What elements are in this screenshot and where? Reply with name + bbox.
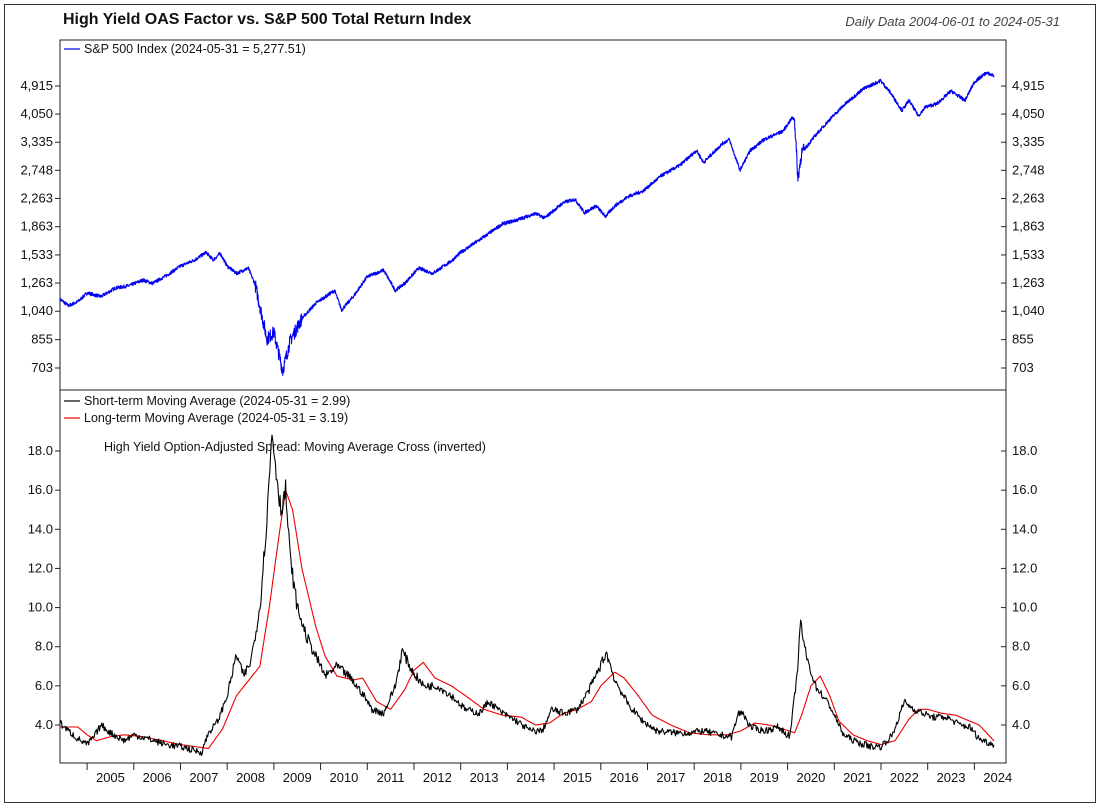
y-tick-label-right: 18.0 [1012,443,1037,458]
y-tick-label-left: 14.0 [28,521,53,536]
y-tick-label-right: 855 [1012,332,1034,347]
y-tick-label-right: 703 [1012,360,1034,375]
y-tick-label-left: 2,748 [20,162,53,177]
x-tick-label: 2015 [563,770,592,785]
y-tick-label-left: 6.0 [35,678,53,693]
x-tick-label: 2008 [236,770,265,785]
x-tick-label: 2010 [329,770,358,785]
x-tick-label: 2011 [377,770,405,785]
y-tick-label-right: 4.0 [1012,717,1030,732]
y-tick-label-right: 1,263 [1012,275,1045,290]
long-term-moving-average-line [60,489,995,750]
y-tick-label-right: 10.0 [1012,600,1037,615]
x-tick-label: 2009 [283,770,312,785]
x-tick-label: 2006 [143,770,172,785]
x-tick-label: 2021 [843,770,872,785]
y-tick-label-left: 1,533 [20,247,53,262]
legend-label-long-term: Long-term Moving Average (2024-05-31 = 3… [84,411,348,425]
bottom-panel-frame [59,389,1007,764]
x-tick-label: 2016 [610,770,639,785]
y-tick-label-left: 4.0 [35,717,53,732]
x-tick-label: 2020 [796,770,825,785]
y-tick-label-right: 6.0 [1012,678,1030,693]
short-term-moving-average-line [59,434,995,757]
sp500-index-line [59,71,995,376]
x-tick-label: 2018 [703,770,732,785]
y-tick-label-left: 18.0 [28,443,53,458]
y-tick-label-left: 1,263 [20,275,53,290]
y-tick-label-right: 16.0 [1012,482,1037,497]
x-tick-label: 2014 [516,770,545,785]
y-tick-label-right: 14.0 [1012,521,1037,536]
x-tick-label: 2013 [470,770,499,785]
y-tick-label-left: 2,263 [20,190,53,205]
y-tick-label-right: 1,040 [1012,303,1045,318]
x-tick-label: 2023 [937,770,966,785]
y-tick-label-right: 4,915 [1012,78,1045,93]
y-tick-label-right: 2,748 [1012,162,1045,177]
y-tick-label-left: 1,863 [20,219,53,234]
y-tick-label-right: 1,533 [1012,247,1045,262]
y-tick-label-right: 4,050 [1012,106,1045,121]
y-tick-label-left: 1,040 [20,303,53,318]
y-tick-label-right: 8.0 [1012,639,1030,654]
date-range-subtitle: Daily Data 2004-06-01 to 2024-05-31 [845,14,1060,29]
y-tick-label-right: 3,335 [1012,134,1045,149]
legend-label-sp500: S&P 500 Index (2024-05-31 = 5,277.51) [84,42,306,56]
y-tick-label-left: 16.0 [28,482,53,497]
x-tick-label: 2019 [750,770,779,785]
chart-frame [4,4,1096,803]
y-tick-label-left: 10.0 [28,600,53,615]
y-tick-label-right: 2,263 [1012,190,1045,205]
page-title: High Yield OAS Factor vs. S&P 500 Total … [63,11,472,28]
y-tick-label-left: 12.0 [28,560,53,575]
x-tick-label: 2017 [656,770,685,785]
x-tick-label: 2024 [983,770,1012,785]
x-tick-label: 2022 [890,770,919,785]
x-tick-label: 2012 [423,770,452,785]
x-tick-label: 2005 [96,770,125,785]
y-tick-label-left: 703 [31,360,53,375]
y-tick-label-left: 4,915 [20,78,53,93]
y-tick-label-right: 12.0 [1012,560,1037,575]
y-tick-label-left: 4,050 [20,106,53,121]
y-tick-label-left: 3,335 [20,134,53,149]
legend-label-short-term: Short-term Moving Average (2024-05-31 = … [84,394,350,408]
x-tick-label: 2007 [189,770,218,785]
y-tick-label-left: 855 [31,332,53,347]
y-tick-label-right: 1,863 [1012,219,1045,234]
y-tick-label-left: 8.0 [35,639,53,654]
bottom-panel-title: High Yield Option-Adjusted Spread: Movin… [104,440,486,454]
